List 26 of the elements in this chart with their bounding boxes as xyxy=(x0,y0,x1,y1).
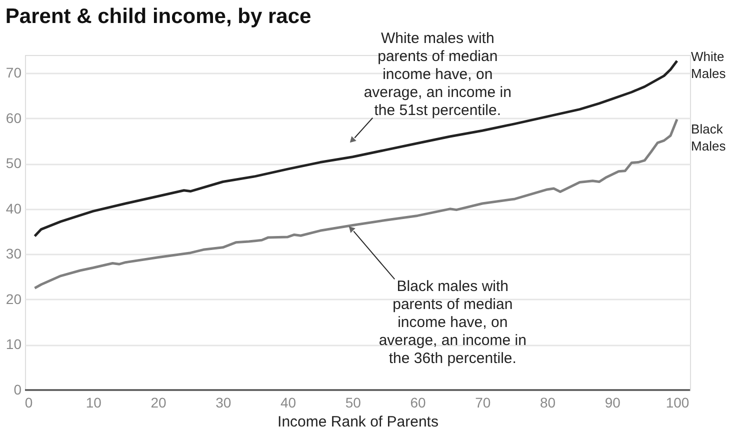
series-label: Black Males xyxy=(691,121,726,154)
x-tick-label: 10 xyxy=(86,394,102,410)
x-tick-label: 100 xyxy=(666,394,690,410)
y-tick-label: 50 xyxy=(6,155,22,172)
y-tick-label: 40 xyxy=(6,200,22,216)
series-label: White Males xyxy=(691,48,726,81)
x-tick-label: 60 xyxy=(410,394,426,410)
x-tick-label: 80 xyxy=(540,394,556,410)
x-axis-title: Income Rank of Parents xyxy=(278,414,438,430)
y-tick-label: 0 xyxy=(14,382,22,398)
y-tick-label: 20 xyxy=(6,290,22,307)
x-tick-label: 90 xyxy=(604,394,621,410)
x-tick-label: 40 xyxy=(280,394,296,410)
line-series xyxy=(33,118,678,290)
y-tick-label: 30 xyxy=(6,246,22,262)
x-tick-label: 50 xyxy=(345,394,362,410)
y-tick-label: 60 xyxy=(6,110,22,126)
y-tick-label: 10 xyxy=(6,336,22,352)
x-tick-label: 20 xyxy=(150,394,166,410)
x-tick-label: 0 xyxy=(24,394,33,410)
x-tick-label: 70 xyxy=(475,394,491,410)
x-tick-label: 30 xyxy=(216,394,232,410)
y-tick-label: 70 xyxy=(6,64,22,81)
annotation: Black males with parents of median income have, on average, an income in the 36th percentile. xyxy=(378,278,526,368)
annotation: White males with parents of median income have, on average, an income in the 51st percentile. xyxy=(364,30,512,119)
chart-title: Parent & child income, by race xyxy=(5,4,312,28)
